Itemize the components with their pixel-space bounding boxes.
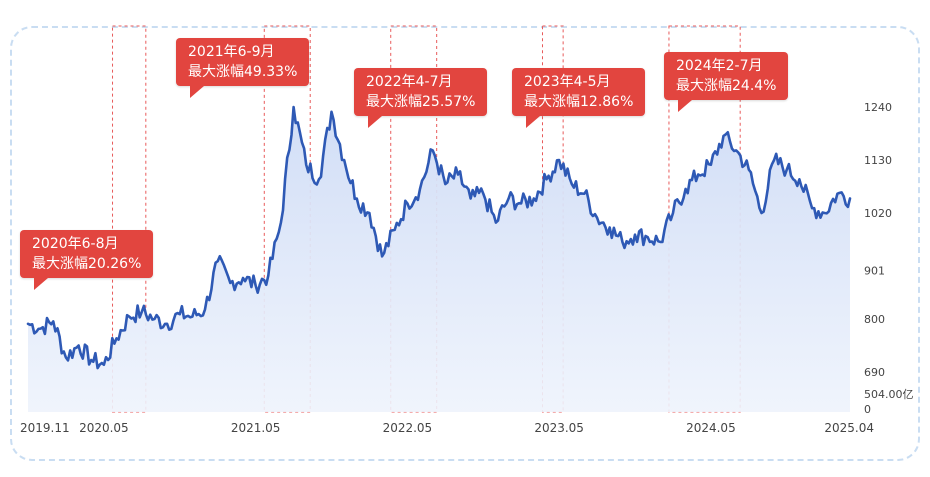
callout-5: 2024年2-7月 最大涨幅24.4% <box>664 52 789 112</box>
y-tick-label: 504.00亿 <box>864 388 914 401</box>
x-tick-label: 2024.05 <box>686 421 736 435</box>
callout-gain-label: 最大涨幅25.57% <box>366 94 476 110</box>
callout-1: 2020年6-8月最大涨幅20.26% <box>20 230 154 290</box>
price-line <box>26 105 852 370</box>
callout-period-label: 2022年4-7月 <box>366 74 453 90</box>
y-tick-label: 1240 <box>864 101 892 114</box>
callout-period-label: 2023年4-5月 <box>524 74 611 90</box>
x-tick-label: 2020.05 <box>79 421 129 435</box>
callout-gain-label: 最大涨幅24.4% <box>676 78 777 94</box>
callout-4: 2023年4-5月最大涨幅12.86% <box>512 68 646 128</box>
y-tick-label: 1020 <box>864 207 892 220</box>
x-tick-label: 2025.04 <box>824 421 874 435</box>
area-fill <box>28 107 850 412</box>
callout-gain-label: 最大涨幅49.33% <box>188 64 298 80</box>
callout-period-label: 2020年6-8月 <box>32 236 119 252</box>
x-tick-label: 2019.11 <box>20 421 70 435</box>
y-tick-label: 800 <box>864 313 885 326</box>
callout-period-label: 2021年6-9月 <box>188 44 275 60</box>
y-tick-label: 1130 <box>864 154 892 167</box>
callout-2: 2021年6-9月最大涨幅49.33% <box>176 38 310 98</box>
y-tick-label: 901 <box>864 264 885 277</box>
callout-gain-label: 最大涨幅20.26% <box>32 256 142 272</box>
y-tick-label: 0 <box>864 403 871 416</box>
x-tick-label: 2023.05 <box>534 421 584 435</box>
x-tick-label: 2021.05 <box>231 421 281 435</box>
callout-3: 2022年4-7月最大涨幅25.57% <box>354 68 488 128</box>
callout-gain-label: 最大涨幅12.86% <box>524 94 634 110</box>
y-tick-label: 690 <box>864 366 885 379</box>
callout-period-label: 2024年2-7月 <box>676 58 763 74</box>
x-tick-label: 2022.05 <box>383 421 433 435</box>
